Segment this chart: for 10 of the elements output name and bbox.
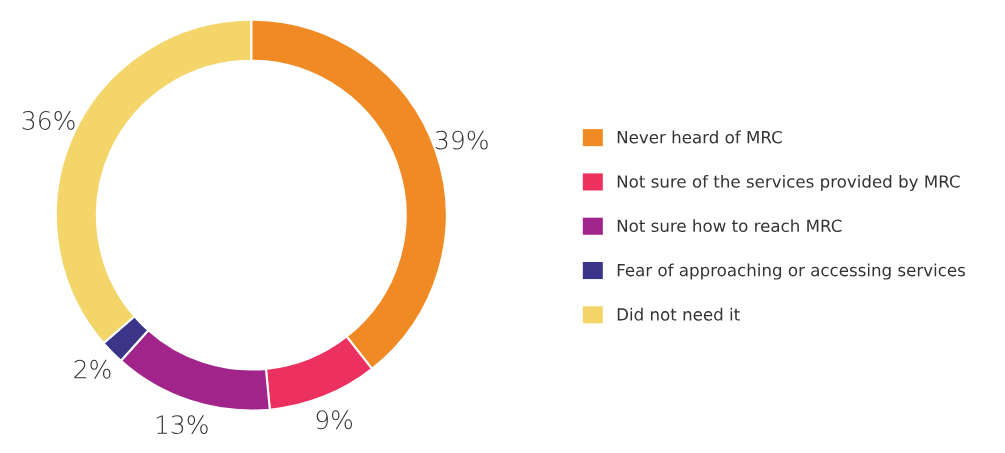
legend-label: Not sure of the services provided by MRC (617, 174, 960, 192)
legend-label: Did not need it (617, 307, 740, 321)
data-label: 2% (74, 359, 111, 379)
data-label: 9% (316, 410, 353, 430)
legend-label: Never heard of MRC (617, 130, 782, 144)
data-label: 36% (22, 110, 75, 130)
legend-label: Fear of approaching or accessing services (617, 263, 966, 280)
data-label: 13% (156, 415, 208, 435)
legend-label: Not sure how to reach MRC (617, 219, 842, 233)
data-label: 39% (435, 130, 488, 150)
